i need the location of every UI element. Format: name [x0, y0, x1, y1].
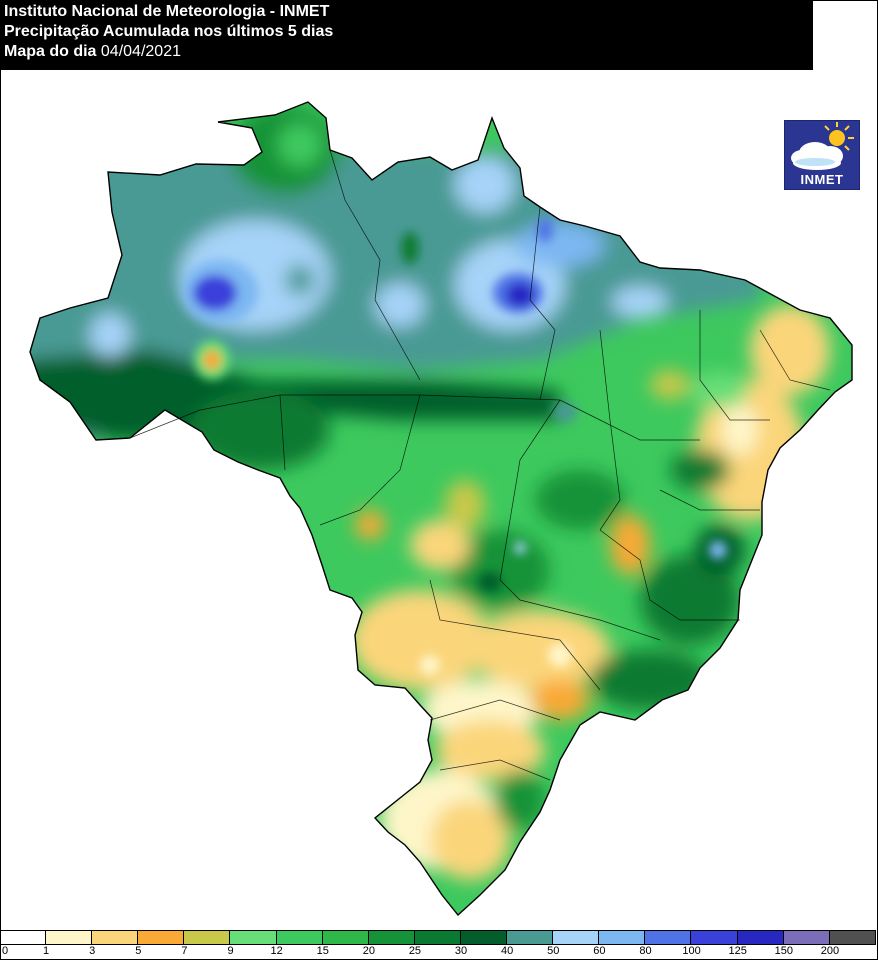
legend-swatch [460, 930, 508, 945]
legend-swatch [691, 930, 738, 945]
legend-swatch [0, 930, 47, 945]
legend-swatch [322, 930, 369, 945]
header-line-2: Precipitação Acumulada nos últimos 5 dia… [4, 23, 334, 40]
legend-swatch [645, 930, 692, 945]
legend-tick-label: 50 [547, 945, 560, 957]
header-line-3: Mapa do dia 04/04/2021 [4, 42, 813, 62]
header-box: Instituto Nacional de Meteorologia - INM… [0, 0, 813, 70]
legend-swatch [783, 930, 830, 945]
inmet-logo: INMET [784, 120, 860, 190]
legend-tick-label: 40 [501, 945, 514, 957]
legend-swatch [553, 930, 600, 945]
legend-tick-label: 7 [181, 945, 188, 957]
legend: 0 1 3 5 7 9 12 15 20 25 30 40 50 60 80 100 125 150 200 [0, 930, 878, 960]
legend-swatch [138, 930, 185, 945]
legend-swatch [368, 930, 415, 945]
legend-tick-label: 20 [362, 945, 375, 957]
header-line-3-prefix: Mapa do dia [4, 43, 97, 60]
legend-swatch [230, 930, 277, 945]
legend-swatch [184, 930, 231, 945]
legend-tick-label: 12 [270, 945, 283, 957]
legend-swatch [599, 930, 646, 945]
header-line-1: Instituto Nacional de Meteorologia - INM… [4, 3, 330, 20]
legend-tick-label: 30 [454, 945, 468, 957]
legend-swatch [414, 930, 461, 945]
legend-tick-label: 25 [408, 945, 422, 957]
legend-swatch [276, 930, 323, 945]
legend-tick-label: 3 [89, 945, 96, 957]
precipitation-map [29, 101, 853, 916]
legend-tick-label: 125 [728, 945, 747, 957]
cloud-sun-icon [791, 122, 854, 170]
legend-swatch [46, 930, 93, 945]
legend-tick-label: 100 [682, 945, 701, 957]
legend-tick-label: 0 [2, 945, 9, 957]
precipitation-field [30, 102, 852, 915]
header-date: 04/04/2021 [100, 43, 181, 60]
state-boundaries [129, 149, 831, 781]
legend-tick-label: 60 [593, 945, 606, 957]
legend-tick-label: 15 [316, 945, 329, 957]
legend-swatch [829, 930, 876, 945]
legend-swatch [507, 930, 554, 945]
logo-text: INMET [800, 172, 844, 187]
legend-tick-label: 80 [639, 945, 652, 957]
legend-tick-label: 150 [774, 945, 793, 957]
legend-swatch [92, 930, 139, 945]
legend-tick-label: 5 [135, 945, 142, 957]
legend-color-bar [0, 930, 876, 945]
legend-tick-label: 200 [820, 945, 840, 957]
legend-swatch [737, 930, 784, 945]
legend-tick-label: 9 [227, 945, 234, 957]
legend-tick-label: 1 [43, 945, 50, 957]
